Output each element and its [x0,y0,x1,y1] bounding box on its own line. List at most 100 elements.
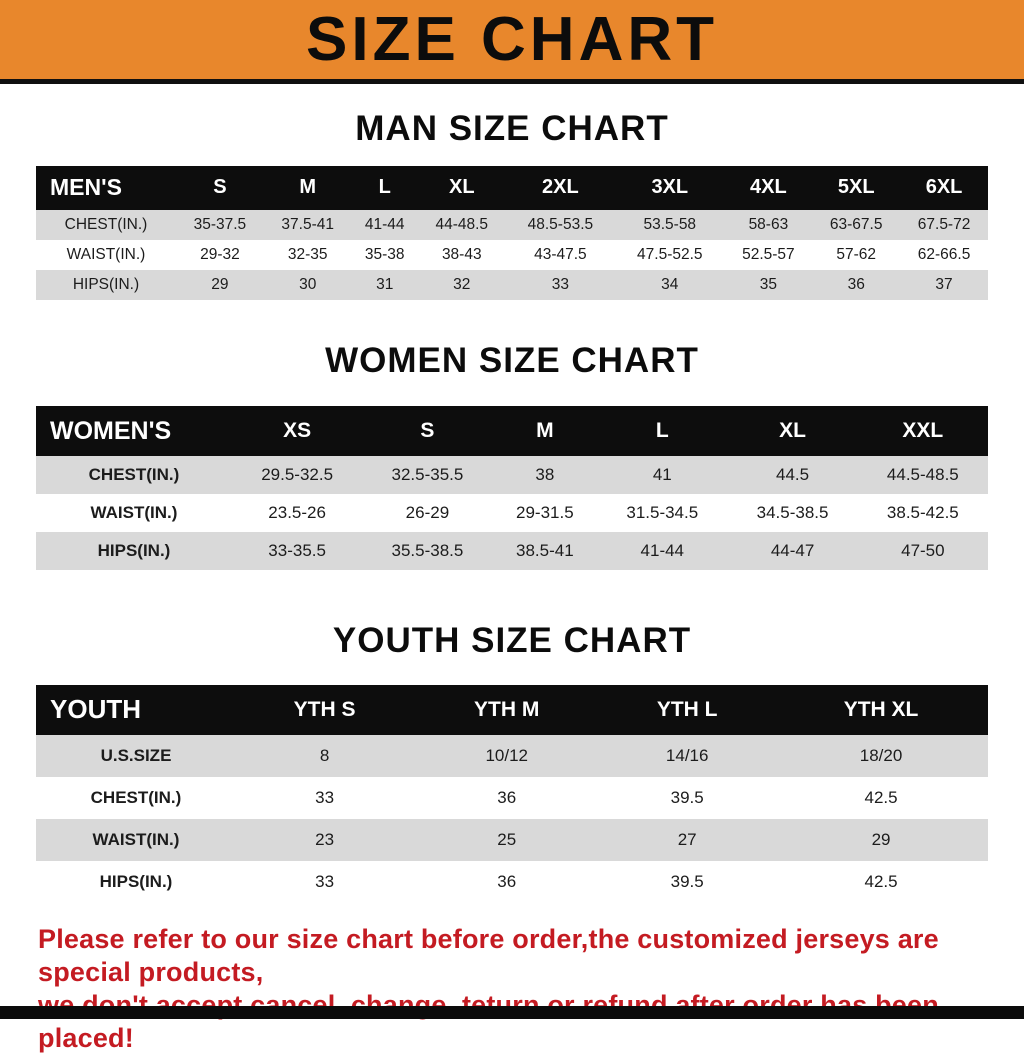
table-header-row: WOMEN'S XS S M L XL XXL [36,406,988,456]
size-value: 48.5-53.5 [505,209,616,240]
size-value: 31 [351,269,418,300]
table-row: WAIST(IN.) 29-32 32-35 35-38 38-43 43-47.5 47.… [36,239,988,270]
size-value: 30 [263,269,352,300]
size-value: 53.5-58 [615,209,725,240]
size-column-header: YTH S [236,684,414,735]
size-value: 29 [774,818,988,861]
size-column-header: 5XL [812,165,901,210]
size-column-header: L [351,165,418,210]
size-column-header: 6XL [900,165,988,210]
row-label: WAIST(IN.) [36,239,176,270]
size-value: 63-67.5 [812,209,901,240]
size-value: 42.5 [774,776,988,819]
men-size-table: MEN'S S M L XL 2XL 3XL 4XL 5XL 6XL CHEST(IN.) 35-37… [36,165,988,300]
bottom-bar [0,1006,1024,1019]
size-value: 38.5-41 [492,532,598,570]
size-column-header: YTH L [600,684,775,735]
size-value: 44-47 [727,532,858,570]
table-corner-label: YOUTH [36,684,236,735]
size-column-header: L [597,406,728,456]
size-column-header: S [362,406,493,456]
size-value: 10/12 [413,734,601,777]
banner: SIZE CHART [0,0,1024,84]
table-row: CHEST(IN.) 35-37.5 37.5-41 41-44 44-48.5 48.5… [36,209,988,240]
size-value: 62-66.5 [900,239,988,270]
size-value: 37 [900,269,988,300]
size-value: 43-47.5 [505,239,616,270]
size-value: 36 [413,776,601,819]
table-row: HIPS(IN.) 33 36 39.5 42.5 [36,860,988,903]
table-row: CHEST(IN.) 33 36 39.5 42.5 [36,776,988,819]
size-column-header: 2XL [505,165,616,210]
size-value: 37.5-41 [263,209,352,240]
footer-line-1: Please refer to our size chart before or… [38,923,939,987]
row-label: WAIST(IN.) [36,494,232,532]
size-value: 31.5-34.5 [597,494,728,532]
size-column-header: XL [727,406,858,456]
size-value: 57-62 [812,239,901,270]
size-value: 26-29 [362,494,493,532]
size-value: 52.5-57 [724,239,813,270]
size-column-header: S [176,165,264,210]
table-row: WAIST(IN.) 23 25 27 29 [36,818,988,861]
size-value: 8 [236,734,414,777]
size-value: 23 [236,818,414,861]
size-value: 18/20 [774,734,988,777]
size-column-header: 4XL [724,165,813,210]
size-column-header: M [263,165,352,210]
size-value: 32-35 [263,239,352,270]
size-value: 67.5-72 [900,209,988,240]
size-value: 32 [417,269,506,300]
size-value: 14/16 [600,734,775,777]
size-value: 44.5 [727,456,858,494]
table-corner-label: WOMEN'S [36,406,232,456]
size-value: 41 [597,456,728,494]
row-label: HIPS(IN.) [36,269,176,300]
size-value: 29-31.5 [492,494,598,532]
size-value: 34.5-38.5 [727,494,858,532]
row-label: HIPS(IN.) [36,532,232,570]
table-header-row: YOUTH YTH S YTH M YTH L YTH XL [36,684,988,735]
table-row: CHEST(IN.) 29.5-32.5 32.5-35.5 38 41 44.5 44.5… [36,456,988,494]
table-row: WAIST(IN.) 23.5-26 26-29 29-31.5 31.5-34.5 34… [36,494,988,532]
table-row: U.S.SIZE 8 10/12 14/16 18/20 [36,734,988,777]
size-value: 25 [413,818,601,861]
row-label: CHEST(IN.) [36,776,236,819]
size-value: 39.5 [600,860,775,903]
youth-section-title: YOUTH SIZE CHART [332,621,692,660]
size-value: 42.5 [774,860,988,903]
size-column-header: XXL [857,406,988,456]
size-value: 29-32 [176,239,264,270]
table-row: HIPS(IN.) 33-35.5 35.5-38.5 38.5-41 41-44 44-… [36,532,988,570]
size-column-header: YTH M [413,684,601,735]
size-column-header: YTH XL [774,684,988,735]
table-row: HIPS(IN.) 29 30 31 32 33 34 35 36 37 [36,269,988,300]
footer-note: Please refer to our size chart before or… [38,923,1024,1055]
row-label: U.S.SIZE [36,734,236,777]
row-label: WAIST(IN.) [36,818,236,861]
section-men: MAN SIZE CHART MEN'S S M L XL 2XL 3XL 4XL 5XL 6XL… [0,109,1024,300]
size-value: 35 [724,269,813,300]
table-header-row: MEN'S S M L XL 2XL 3XL 4XL 5XL 6XL [36,165,988,210]
footer-line-2: we don't accept cancel, change, teturn o… [38,989,939,1053]
women-size-table: WOMEN'S XS S M L XL XXL CHEST(IN.) 29.5-32.5 32.5… [36,406,988,570]
size-value: 23.5-26 [232,494,363,532]
row-label: CHEST(IN.) [36,456,232,494]
size-value: 38.5-42.5 [857,494,988,532]
men-section-title: MAN SIZE CHART [355,109,669,148]
size-value: 35-38 [351,239,418,270]
youth-size-table: YOUTH YTH S YTH M YTH L YTH XL U.S.SIZE 8 10/12… [36,684,988,903]
size-column-header: M [492,406,598,456]
size-value: 33-35.5 [232,532,363,570]
size-value: 41-44 [597,532,728,570]
size-value: 36 [812,269,901,300]
size-value: 36 [413,860,601,903]
size-value: 47.5-52.5 [615,239,725,270]
size-column-header: XS [232,406,363,456]
size-value: 41-44 [351,209,418,240]
size-value: 35-37.5 [176,209,264,240]
size-value: 38-43 [417,239,506,270]
size-value: 29 [176,269,264,300]
women-section-title: WOMEN SIZE CHART [325,340,699,380]
